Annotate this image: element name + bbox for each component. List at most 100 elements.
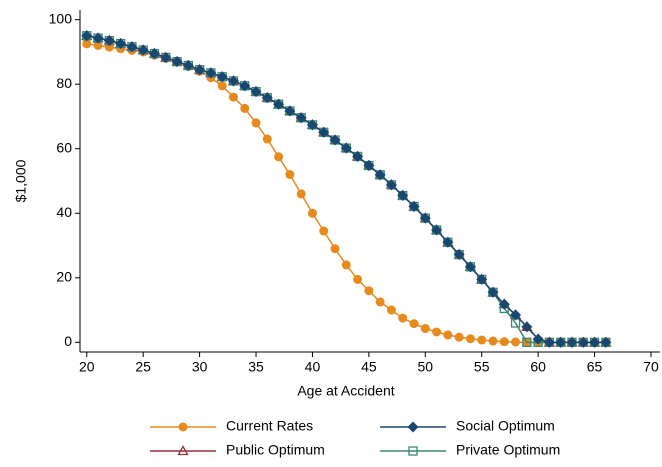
- point: [408, 446, 418, 456]
- x-tick-label: 35: [248, 359, 264, 375]
- legend-label: Current Rates: [226, 418, 313, 434]
- x-tick-label: 25: [135, 359, 151, 375]
- point: [177, 445, 189, 456]
- legend-label: Private Optimum: [456, 442, 560, 458]
- point: [228, 92, 238, 102]
- point: [261, 92, 273, 104]
- point: [137, 44, 149, 56]
- x-tick-label: 60: [530, 359, 546, 375]
- y-tick-label: 100: [49, 10, 73, 26]
- legend-label: Social Optimum: [456, 418, 555, 434]
- point: [319, 226, 329, 236]
- point: [477, 335, 487, 345]
- point: [148, 48, 160, 60]
- point: [476, 273, 488, 285]
- x-tick-label: 55: [474, 359, 490, 375]
- point: [178, 422, 188, 432]
- point: [443, 330, 453, 340]
- point: [227, 75, 239, 87]
- point: [600, 336, 612, 348]
- point: [330, 244, 340, 254]
- x-tick-label: 20: [79, 359, 95, 375]
- point: [92, 32, 104, 44]
- point: [182, 59, 194, 71]
- point: [374, 169, 386, 181]
- point: [375, 297, 385, 307]
- point: [353, 274, 363, 284]
- point: [498, 298, 510, 310]
- point: [566, 336, 578, 348]
- point: [284, 105, 296, 117]
- point: [126, 41, 138, 53]
- point: [251, 118, 261, 128]
- x-tick-label: 30: [192, 359, 208, 375]
- point: [543, 336, 555, 348]
- point: [419, 212, 431, 224]
- point: [273, 98, 285, 110]
- point: [432, 327, 442, 337]
- point: [487, 286, 499, 298]
- point: [352, 150, 364, 162]
- point: [295, 112, 307, 124]
- point: [205, 67, 217, 79]
- point: [499, 337, 509, 347]
- x-tick-label: 65: [587, 359, 603, 375]
- point: [510, 309, 522, 321]
- point: [318, 126, 330, 138]
- point: [250, 86, 262, 98]
- point: [385, 179, 397, 191]
- series-line: [86, 35, 606, 344]
- point: [285, 170, 295, 180]
- point: [407, 421, 419, 433]
- point: [306, 119, 318, 131]
- point: [307, 208, 317, 218]
- point: [408, 200, 420, 212]
- point: [521, 321, 533, 333]
- point: [274, 152, 284, 162]
- point: [431, 224, 443, 236]
- point: [442, 236, 454, 248]
- point: [453, 249, 465, 261]
- point: [397, 190, 409, 202]
- x-axis-title: Age at Accident: [297, 383, 394, 399]
- x-tick-label: 45: [361, 359, 377, 375]
- series-line: [86, 35, 606, 344]
- point: [216, 71, 228, 83]
- point: [115, 38, 127, 50]
- y-tick-label: 60: [56, 139, 72, 155]
- x-tick-label: 40: [305, 359, 321, 375]
- y-axis-title: $1,000: [13, 159, 29, 202]
- point: [511, 337, 521, 347]
- point: [364, 286, 374, 296]
- point: [555, 336, 567, 348]
- point: [454, 332, 464, 342]
- y-tick-label: 40: [56, 204, 72, 220]
- point: [589, 336, 601, 348]
- point: [409, 319, 419, 329]
- point: [464, 261, 476, 273]
- point: [81, 30, 93, 42]
- y-tick-label: 80: [56, 75, 72, 91]
- point: [103, 35, 115, 47]
- point: [398, 313, 408, 323]
- point: [341, 260, 351, 270]
- point: [240, 103, 250, 113]
- point: [577, 336, 589, 348]
- point: [465, 334, 475, 344]
- y-tick-label: 20: [56, 268, 72, 284]
- point: [532, 333, 544, 345]
- x-tick-label: 50: [418, 359, 434, 375]
- point: [296, 189, 306, 199]
- point: [420, 323, 430, 333]
- point: [386, 305, 396, 315]
- point: [329, 134, 341, 146]
- y-tick-label: 0: [64, 333, 72, 349]
- point: [363, 160, 375, 172]
- point: [160, 51, 172, 63]
- point: [522, 337, 532, 347]
- point: [340, 142, 352, 154]
- x-tick-label: 70: [643, 359, 659, 375]
- point: [217, 81, 227, 91]
- legend-label: Public Optimum: [226, 442, 325, 458]
